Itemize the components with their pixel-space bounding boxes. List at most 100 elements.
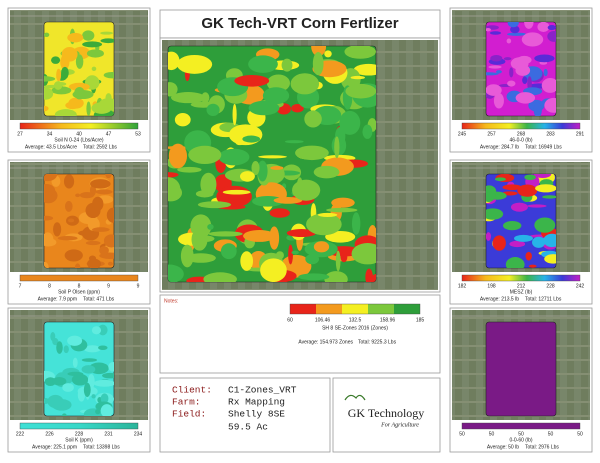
zone [281, 58, 293, 72]
average: Average: 154.973 Zones [298, 339, 353, 345]
zone [50, 332, 56, 342]
legend-tick: 283 [546, 131, 555, 137]
legend-bar [461, 122, 581, 130]
zone [201, 92, 210, 104]
zone [486, 28, 491, 32]
zone [494, 177, 506, 182]
zone [509, 67, 514, 78]
zone [317, 212, 338, 217]
zone [52, 376, 67, 386]
zone [286, 229, 316, 238]
zone [514, 234, 533, 242]
zone [340, 251, 348, 263]
zone [242, 135, 261, 143]
zone [362, 124, 373, 139]
legend-title: 46-0-0 (lb) [509, 137, 532, 143]
zone [515, 92, 536, 104]
zone [64, 200, 73, 212]
zone [79, 192, 95, 199]
logo-box [332, 377, 441, 453]
zone [240, 171, 255, 182]
zone [534, 174, 552, 179]
zone [106, 207, 114, 223]
zone [510, 202, 528, 212]
zone [326, 207, 358, 213]
zone [298, 273, 330, 281]
legend-bar [19, 422, 139, 430]
legend-tick: 106.46 [315, 317, 331, 323]
zone [291, 104, 304, 113]
zone [87, 258, 101, 268]
legend-bar [19, 274, 139, 282]
legend-bar [289, 303, 421, 315]
zone [240, 251, 254, 271]
title-box [159, 9, 441, 39]
zone [174, 113, 191, 127]
zone [486, 189, 496, 202]
legend-tick: 228 [546, 283, 555, 289]
legend-bar [19, 122, 139, 130]
zone [288, 244, 293, 265]
zone [489, 31, 502, 35]
zone [311, 46, 327, 57]
legend-bar [461, 274, 581, 282]
zone [220, 243, 237, 260]
legend-title: Soil K (ppm) [65, 437, 93, 443]
zone [92, 227, 110, 232]
zone [105, 174, 112, 179]
legend-title: Soil P Olsen (ppm) [58, 289, 100, 295]
zone [180, 244, 194, 268]
field [485, 321, 557, 417]
zone [168, 264, 184, 282]
zone [222, 189, 251, 195]
zone [534, 217, 556, 233]
zone [535, 184, 556, 193]
legend-tick: 268 [517, 131, 526, 137]
zone [527, 204, 547, 208]
legend-tick: 222 [16, 431, 25, 437]
zone [492, 235, 506, 251]
zone [509, 240, 526, 248]
zone [295, 145, 329, 161]
zone [83, 382, 91, 397]
zone [218, 148, 250, 166]
total: Total: 471 Lbs [83, 296, 115, 302]
zone [168, 146, 188, 150]
zone [61, 47, 78, 62]
zone [228, 124, 263, 146]
legend-tick: 34 [47, 131, 53, 137]
zone [543, 68, 548, 77]
zone [269, 208, 290, 218]
zone [100, 393, 109, 404]
zone [103, 234, 114, 248]
legend-tick: 7 [19, 283, 22, 289]
legend-tick: 228 [75, 431, 84, 437]
zone [191, 228, 208, 251]
zone [44, 174, 58, 182]
zone [168, 51, 180, 71]
average: Average: 213.5 lb [480, 296, 519, 302]
legend-tick: 231 [104, 431, 113, 437]
zone [306, 213, 342, 236]
zone [195, 190, 214, 198]
legend-tick: 50 [489, 431, 495, 437]
zone [502, 221, 522, 231]
zone [61, 66, 69, 79]
zone [82, 41, 103, 48]
zone [292, 179, 321, 201]
zone [53, 81, 63, 90]
zone [510, 25, 520, 34]
legend-tick: 226 [45, 431, 54, 437]
zone [83, 345, 101, 353]
zone [312, 51, 324, 76]
zone [56, 341, 63, 354]
zone [72, 357, 78, 368]
field-value: Shelly 8SE [228, 409, 285, 420]
zone [506, 38, 512, 44]
legend-tick: 132.5 [349, 317, 362, 323]
zone [86, 49, 104, 58]
zone [100, 404, 114, 416]
zone [543, 233, 556, 248]
